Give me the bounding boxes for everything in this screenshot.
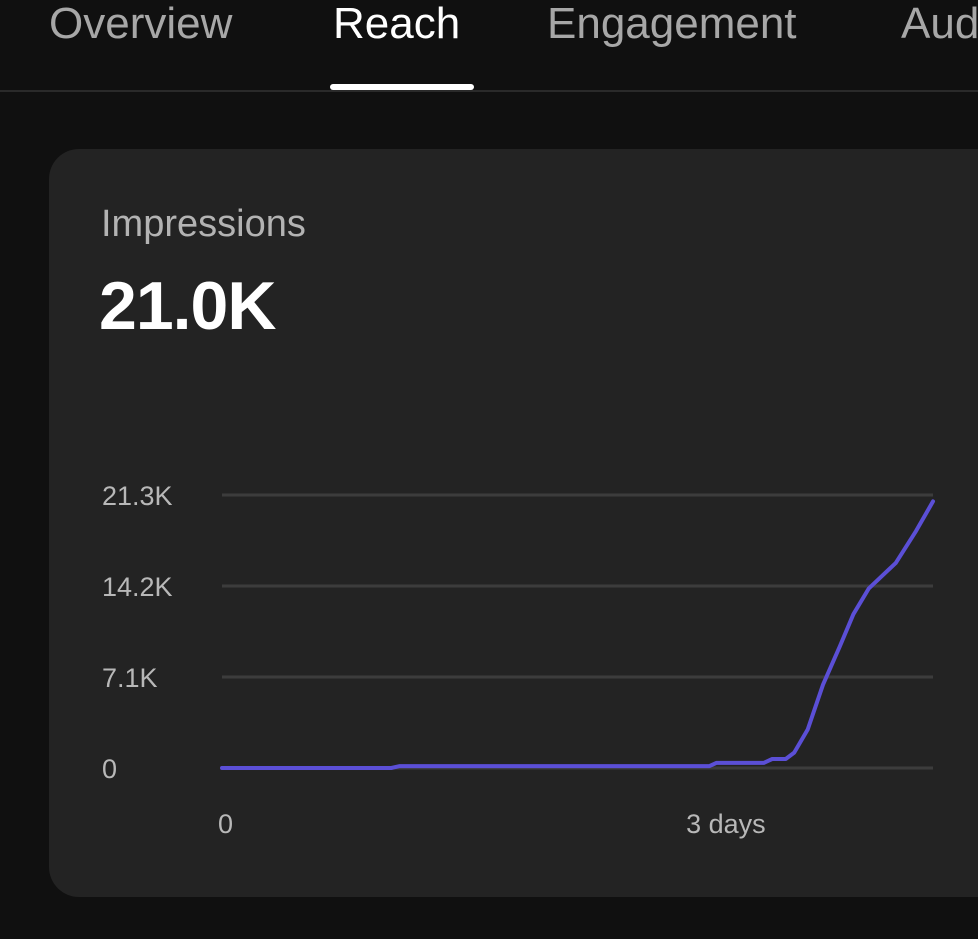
y-tick-label: 0	[102, 754, 117, 784]
tab-reach[interactable]: Reach	[333, 0, 461, 48]
y-tick-label: 14.2K	[102, 572, 173, 602]
tab-audience[interactable]: Audience	[901, 0, 978, 48]
y-tick-label: 7.1K	[102, 663, 158, 693]
tab-overview[interactable]: Overview	[49, 0, 233, 48]
metric-value: 21.0K	[99, 268, 276, 344]
x-tick-label: 0	[218, 809, 233, 839]
metric-label: Impressions	[101, 203, 306, 245]
impressions-chart: 21.3K 14.2K 7.1K 0 0 3 days	[102, 481, 935, 839]
x-tick-label: 3 days	[686, 809, 766, 839]
tab-bar: Overview Reach Engagement Audience	[0, 0, 978, 92]
y-tick-label: 21.3K	[102, 481, 173, 511]
tab-engagement[interactable]: Engagement	[547, 0, 797, 48]
active-tab-indicator	[330, 84, 474, 90]
impressions-card: Impressions 21.0K 21.3K 14.2K 7.1K 0 0 3 days	[49, 149, 978, 897]
series-line-impressions	[220, 499, 935, 770]
